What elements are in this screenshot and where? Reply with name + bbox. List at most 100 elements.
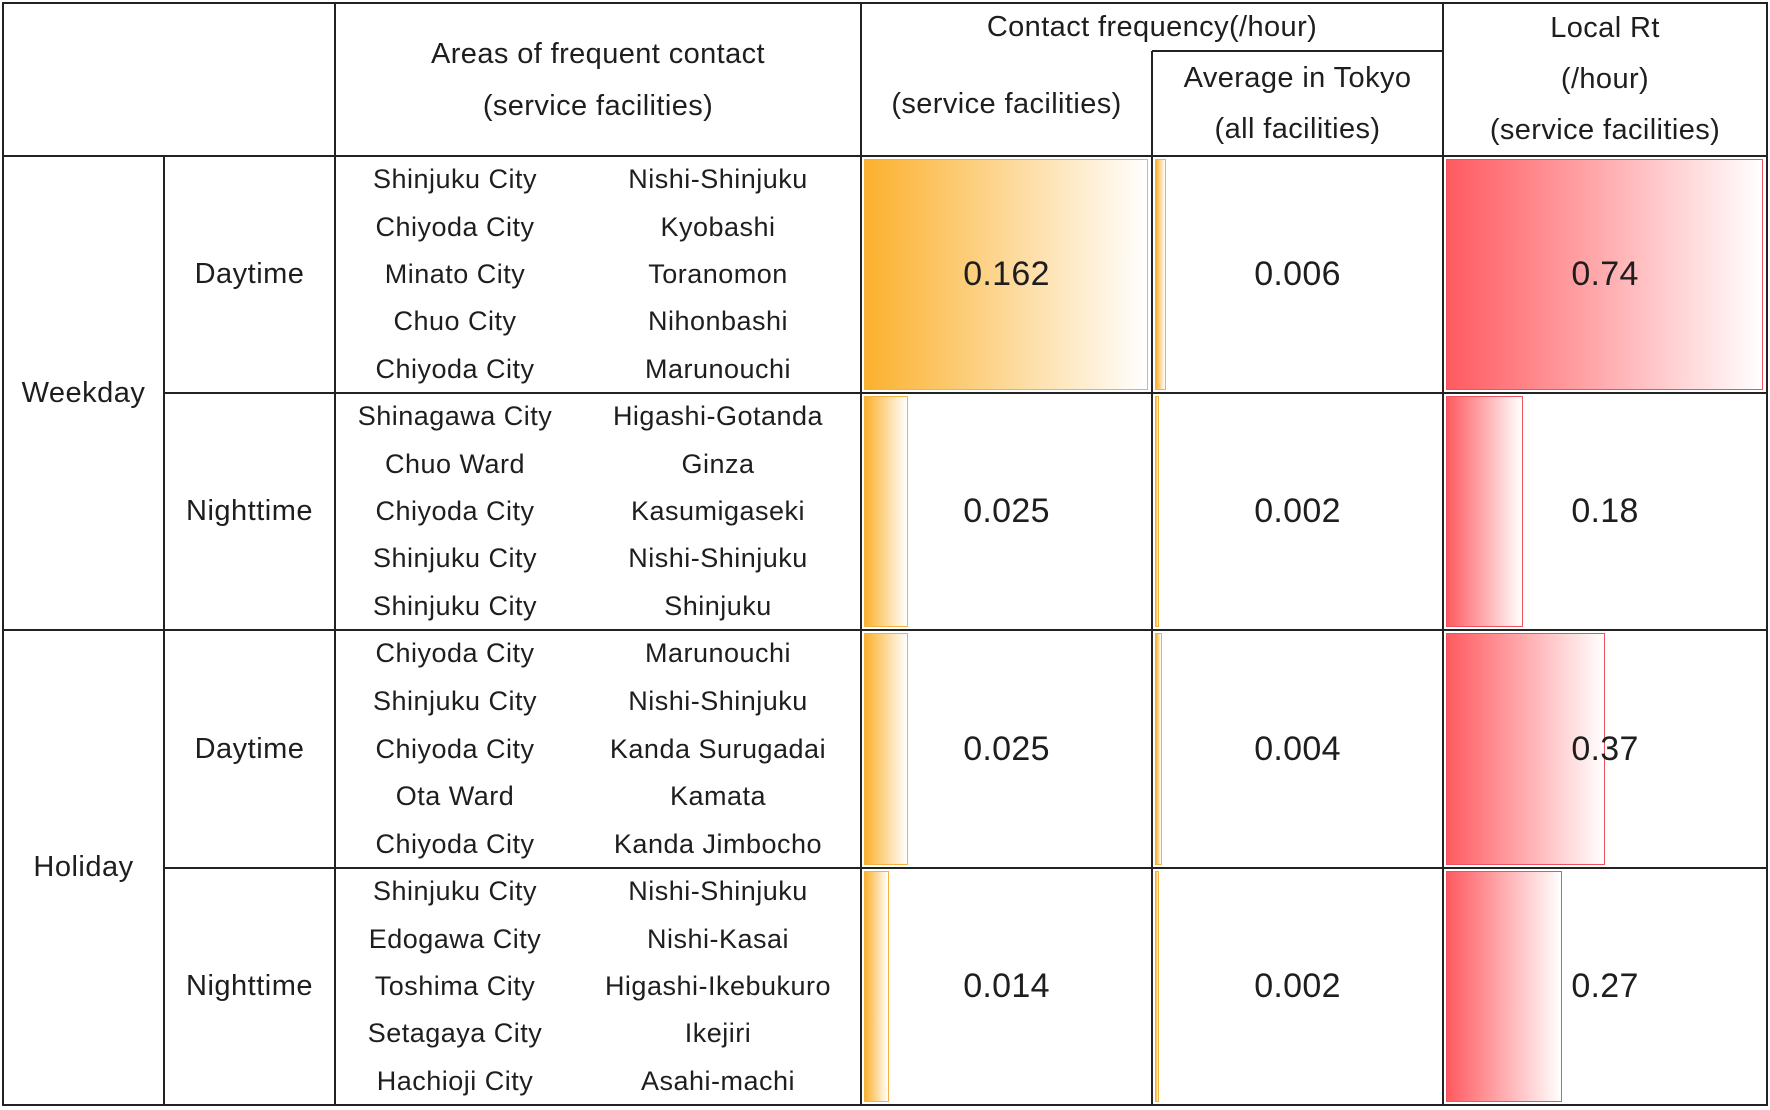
period-cell: Nighttime [164,868,335,1105]
tokyo-average-cell: 0.006 [1152,156,1443,393]
area-district: Shinjuku [664,590,772,621]
period-label: Daytime [194,258,305,290]
contact-service-bar [864,871,889,1102]
area-row: Setagaya City Ikejiri [335,1010,861,1057]
areas-cell: Shinjuku City Nishi-Shinjuku Edogawa City… [335,868,861,1105]
tokyo-average-cell: 0.002 [1152,868,1443,1105]
area-city: Hachioji City [376,1065,534,1096]
table-rule [2,2,1768,4]
area-city: Shinjuku City [372,590,538,621]
area-city: Chiyoda City [375,211,535,242]
area-city: Minato City [384,259,526,289]
area-district: Nishi-Shinjuku [628,164,808,195]
area-city: Shinjuku City [372,164,538,195]
area-row: Chiyoda City Kyobashi [335,203,861,250]
area-city: Chiyoda City [375,496,535,526]
area-row: Shinjuku City Nishi-Shinjuku [335,156,861,203]
contact-service-cell: 0.162 [861,156,1152,393]
contact-service-cell: 0.025 [861,393,1152,630]
contact-service-bar [864,396,908,627]
contact-service-cell: 0.014 [861,868,1152,1105]
area-row: Shinjuku City Shinjuku [335,583,861,630]
area-district: Marunouchi [644,353,792,384]
area-row: Chiyoda City Marunouchi [335,346,861,393]
area-city: Edogawa City [368,923,542,954]
local-rt-value: 0.74 [1571,255,1639,293]
group-cell-weekday: Weekday [3,156,164,630]
area-district: Toranomon [648,259,788,289]
local-rt-cell: 0.27 [1443,868,1767,1105]
tokyo-average-cell: 0.004 [1152,630,1443,868]
local-rt-value: 0.27 [1571,967,1639,1005]
area-district: Higashi-Gotanda [612,401,824,432]
local-rt-value: 0.37 [1571,729,1639,768]
area-row: Hachioji City Asahi-machi [335,1058,861,1105]
area-row: Toshima City Higashi-Ikebukuro [335,963,861,1010]
contact-service-cell: 0.025 [861,630,1152,868]
tokyo-average-bar [1155,396,1159,627]
tokyo-average-bar [1155,159,1166,390]
tokyo-average-value: 0.006 [1254,255,1341,293]
areas-cell: Shinjuku City Nishi-Shinjuku Chiyoda City… [335,156,861,393]
local-rt-bar [1446,633,1605,865]
header-local-rt-line1: Local Rt [1550,12,1660,44]
area-district: Nishi-Kasai [646,923,790,954]
header-tokyo-average-line1: Average in Tokyo [1183,61,1412,94]
local-rt-cell: 0.18 [1443,393,1767,630]
area-city: Setagaya City [367,1018,543,1049]
table-rule [2,629,1768,631]
area-city: Shinjuku City [372,876,538,907]
contact-service-value: 0.162 [963,255,1050,293]
area-city: Chiyoda City [375,353,535,384]
header-local-rt-line2: (/hour) [1560,63,1650,95]
period-label: Nighttime [186,970,313,1002]
local-rt-bar [1446,396,1524,627]
local-rt-bar [1446,159,1763,390]
local-rt-cell: 0.74 [1443,156,1767,393]
tokyo-average-value: 0.002 [1254,492,1341,530]
area-row: Minato City Toranomon [335,251,861,298]
table-rule [164,392,1768,394]
area-city: Chiyoda City [375,638,535,669]
table-rule [2,155,1768,157]
table-rule [1151,51,1153,1106]
table-rule [2,2,4,1106]
header-contact-service-label: (service facilities) [891,87,1122,120]
area-row: Ota Ward Kamata [335,773,861,821]
group-cell-holiday: Holiday [3,630,164,1105]
contact-service-value: 0.025 [963,492,1050,530]
period-cell: Daytime [164,630,335,868]
period-cell: Daytime [164,156,335,393]
area-row: Chiyoda City Kanda Jimbocho [335,820,861,868]
header-local-rt-line3: (service facilities) [1489,114,1721,146]
header-local-rt: Local Rt (/hour) (service facilities) [1443,3,1767,156]
group-label: Weekday [21,376,146,409]
contact-service-bar [864,159,1148,390]
area-city: Shinjuku City [372,685,538,716]
header-tokyo-average: Average in Tokyo (all facilities) [1152,51,1443,156]
area-district: Kanda Jimbocho [613,828,823,859]
area-city: Chiyoda City [375,828,535,859]
area-district: Ikejiri [684,1018,752,1049]
area-row: Edogawa City Nishi-Kasai [335,915,861,962]
area-district: Nihonbashi [647,306,789,337]
area-row: Shinagawa City Higashi-Gotanda [335,393,861,440]
contact-service-value: 0.014 [963,967,1050,1005]
area-district: Higashi-Ikebukuro [604,971,832,1001]
area-district: Ginza [681,448,755,479]
area-district: Kamata [669,781,767,812]
area-row: Shinjuku City Nishi-Shinjuku [335,535,861,582]
area-city: Toshima City [374,971,536,1001]
period-label: Daytime [194,732,305,765]
table-rule [1766,2,1768,1106]
area-row: Shinjuku City Nishi-Shinjuku [335,678,861,726]
header-contact-frequency-title: Contact frequency(/hour) [986,11,1318,43]
contact-service-bar [864,633,908,865]
area-row: Chuo City Nihonbashi [335,298,861,345]
header-tokyo-average-line2: (all facilities) [1214,112,1381,145]
table-rule [2,1104,1768,1106]
local-rt-value: 0.18 [1571,492,1639,530]
area-district: Nishi-Shinjuku [628,685,808,716]
areas-cell: Chiyoda City Marunouchi Shinjuku City Nish… [335,630,861,868]
